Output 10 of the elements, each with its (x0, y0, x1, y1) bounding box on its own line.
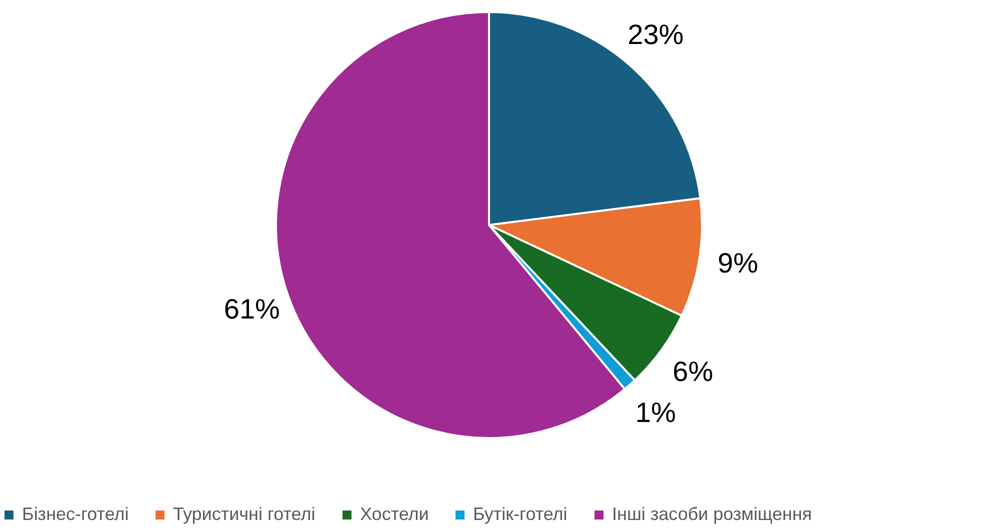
legend-label: Бізнес-готелі (22, 504, 129, 524)
data-label: 6% (672, 356, 714, 388)
data-label: 23% (628, 18, 684, 50)
data-label: 61% (224, 293, 280, 324)
legend-label: Хостели (360, 504, 429, 524)
legend-label: Інші засоби розміщення (612, 504, 812, 524)
legend-label: Бутік-готелі (473, 504, 568, 524)
legend-label: Туристичні готелі (173, 504, 316, 524)
data-label: 9% (718, 247, 758, 278)
data-label: 1% (635, 397, 676, 428)
